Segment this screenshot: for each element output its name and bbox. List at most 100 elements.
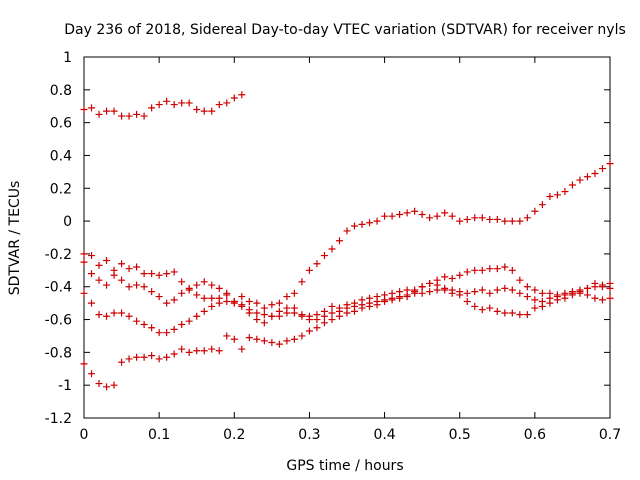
data-point [523,283,531,291]
plot-frame [83,56,611,419]
data-point [118,260,126,268]
data-point [110,381,118,389]
data-point [140,353,148,361]
data-point [140,270,148,278]
data-point [366,302,374,310]
series-track-5 [80,279,614,391]
data-point [95,261,103,269]
data-point [448,212,456,220]
data-point [223,99,231,107]
data-point [193,106,201,114]
data-point [268,301,276,309]
data-point [148,324,156,332]
data-point [583,291,591,299]
data-point [185,99,193,107]
data-point [313,324,321,332]
data-point [411,207,419,215]
data-point [253,309,261,317]
data-point [478,286,486,294]
data-point [448,286,456,294]
data-point [486,304,494,312]
data-point [313,316,321,324]
y-tick-label: -1 [58,378,72,394]
data-point [125,265,133,273]
data-point [471,288,479,296]
y-tick-label: 0.4 [50,148,72,164]
y-tick-label: 0 [63,214,72,230]
data-point [118,309,126,317]
data-point [215,299,223,307]
data-point [553,293,561,301]
data-point [538,201,546,209]
data-point [411,288,419,296]
data-point [553,191,561,199]
data-point [283,304,291,312]
data-point [448,275,456,283]
data-point [103,312,111,320]
data-point [200,278,208,286]
data-point [95,380,103,388]
data-point [576,176,584,184]
data-point [208,281,216,289]
data-point [163,299,171,307]
data-point [193,281,201,289]
data-point [298,332,306,340]
y-tick-label: -0.4 [45,280,72,296]
data-point [125,355,133,363]
data-point [298,278,306,286]
data-point [80,106,88,114]
data-point [463,215,471,223]
data-point [456,271,464,279]
data-point [606,160,614,168]
data-point [223,297,231,305]
data-point [140,320,148,328]
data-point [193,312,201,320]
data-point [260,304,268,312]
x-tick-label: 0 [80,427,89,443]
data-point [456,288,464,296]
data-point [426,288,434,296]
data-point [493,307,501,315]
data-point [328,245,336,253]
data-point [185,286,193,294]
x-tick-label: 0.5 [449,427,471,443]
data-point [118,358,126,366]
data-point [358,304,366,312]
data-point [320,312,328,320]
data-point [163,270,171,278]
data-point [523,293,531,301]
data-point [185,348,193,356]
data-point [561,291,569,299]
data-point [598,283,606,291]
y-tick-label: 0.8 [50,83,72,99]
y-tick-label: -0.6 [45,313,72,329]
data-point [193,347,201,355]
data-point [583,173,591,181]
data-point [463,268,471,276]
data-point [208,302,216,310]
data-point [170,101,178,109]
data-point [268,339,276,347]
data-point [245,297,253,305]
data-point [501,284,509,292]
data-point [516,289,524,297]
data-point [403,209,411,217]
data-point [463,297,471,305]
data-point [163,353,171,361]
data-point [223,291,231,299]
data-point [155,101,163,109]
data-point [170,350,178,358]
y-axis-label: SDTVAR / TECUs [7,181,23,296]
data-point [591,279,599,287]
data-point [328,316,336,324]
x-tick-label: 0.7 [599,427,621,443]
x-tick-label: 0.2 [223,427,245,443]
data-point [335,237,343,245]
data-point [328,302,336,310]
data-point [253,335,261,343]
y-tick-label: -1.2 [45,411,72,427]
data-point [268,312,276,320]
data-point [178,289,186,297]
data-point [163,329,171,337]
x-tick-label: 0.6 [524,427,546,443]
